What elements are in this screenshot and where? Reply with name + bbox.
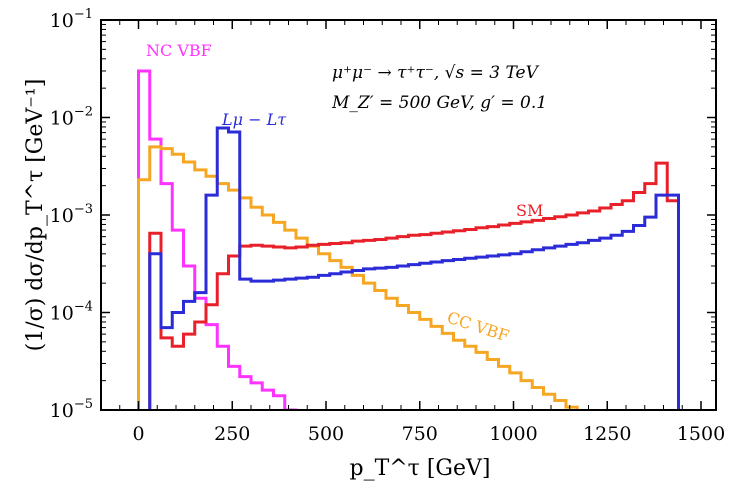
x-tick-label: 1500: [677, 423, 725, 445]
x-tick-label: 500: [308, 423, 344, 445]
series-1-line: [137, 145, 579, 410]
x-tick-label: 1250: [583, 423, 631, 445]
series-3-line: [148, 126, 680, 410]
x-tick-label: 250: [214, 423, 250, 445]
series-2-line: [148, 161, 680, 410]
x-tick-label: 1000: [489, 423, 537, 445]
y-axis: 10−5 10−4 10−3 10−2 10−1: [50, 7, 716, 422]
series-layer: [137, 69, 680, 410]
label-nc-vbf: NC VBF: [146, 41, 212, 60]
y-tick-label: 10−1: [50, 7, 93, 32]
annotation-process: μ⁺μ⁻ → τ⁺τ⁻, √s = 3 TeV: [332, 63, 540, 83]
y-tick-label: 10−5: [50, 397, 93, 422]
x-tick-label: 750: [402, 423, 438, 445]
x-axis: 0 250 500 750 1000 1250 1500: [119, 20, 725, 445]
y-tick-label: 10−3: [50, 202, 93, 227]
label-sm: SM: [516, 201, 543, 220]
y-tick-label: 10−4: [50, 300, 93, 325]
x-axis-title: p_T^τ [GeV]: [349, 456, 490, 481]
label-lmu-ltau: Lμ − Lτ: [221, 110, 287, 129]
x-tick-label: 0: [132, 423, 144, 445]
y-axis-title: (1/σ) dσ/dp_T^τ [GeV⁻¹]: [23, 79, 48, 352]
series-0-line: [137, 69, 298, 410]
annotation-params: M_Z′ = 500 GeV, g′ = 0.1: [331, 93, 547, 113]
y-tick-label: 10−2: [50, 105, 93, 130]
